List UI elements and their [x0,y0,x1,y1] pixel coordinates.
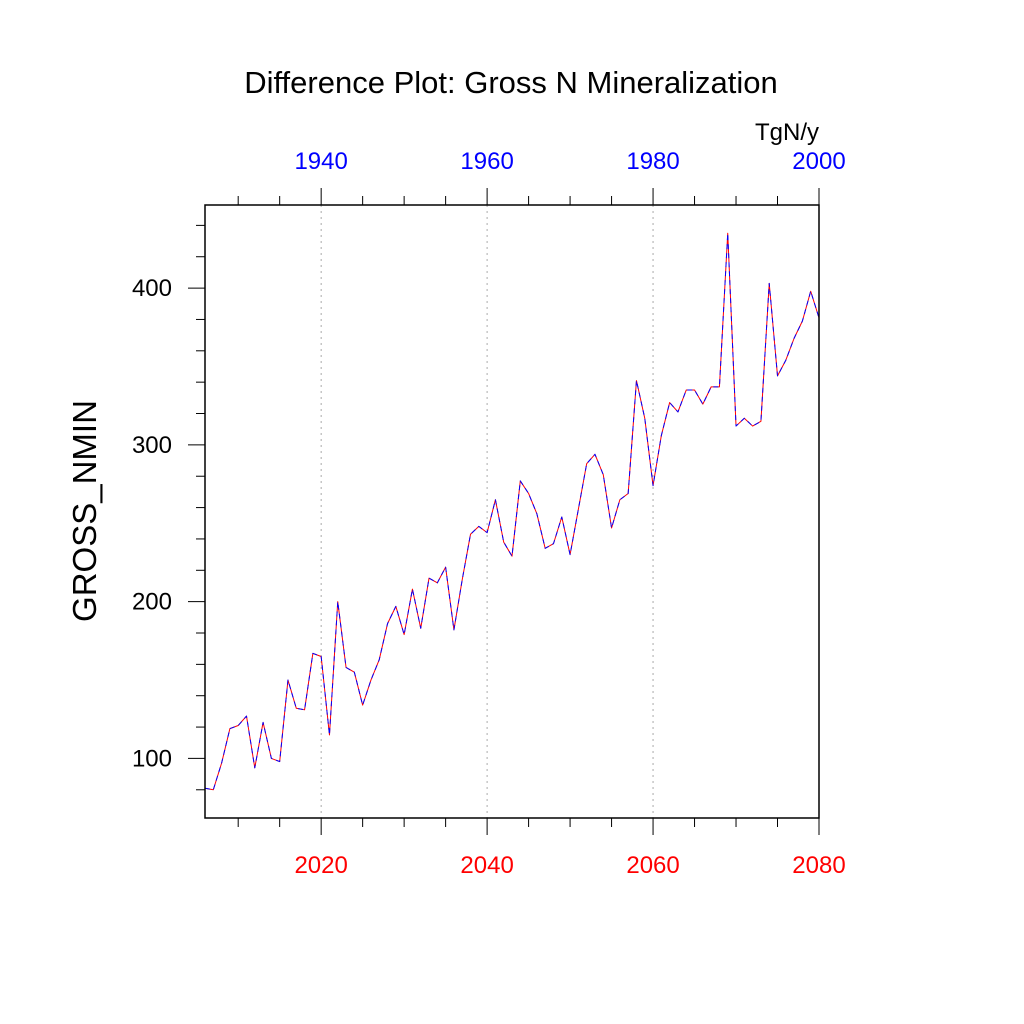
x-tick-label: 2040 [460,852,513,879]
y-axis-label: GROSS_NMIN [66,400,103,622]
axis-ticks [188,188,820,835]
grid-lines [320,205,654,818]
x-tick-label: 2060 [626,852,679,879]
series-line-2 [204,232,820,791]
tick-labels: 2020 2040 2060 2080 1940 1960 1980 2000 100 200 30… [132,148,846,879]
y-tick-label: 400 [132,275,172,302]
plot-frame [204,204,820,819]
y-tick-label: 300 [132,432,172,459]
units-label: TgN/y [755,119,819,146]
top-x-tick-label: 1980 [626,148,679,175]
series-line-1 [204,232,820,791]
top-x-tick-label: 1940 [294,148,347,175]
x-tick-label: 2080 [792,852,845,879]
y-tick-label: 100 [132,745,172,772]
y-tick-label: 200 [132,589,172,616]
x-tick-label: 2020 [294,852,347,879]
top-x-tick-label: 1960 [460,148,513,175]
chart-title: Difference Plot: Gross N Mineralization [244,65,778,100]
top-x-tick-label: 2000 [792,148,845,175]
series-layer [204,232,820,791]
